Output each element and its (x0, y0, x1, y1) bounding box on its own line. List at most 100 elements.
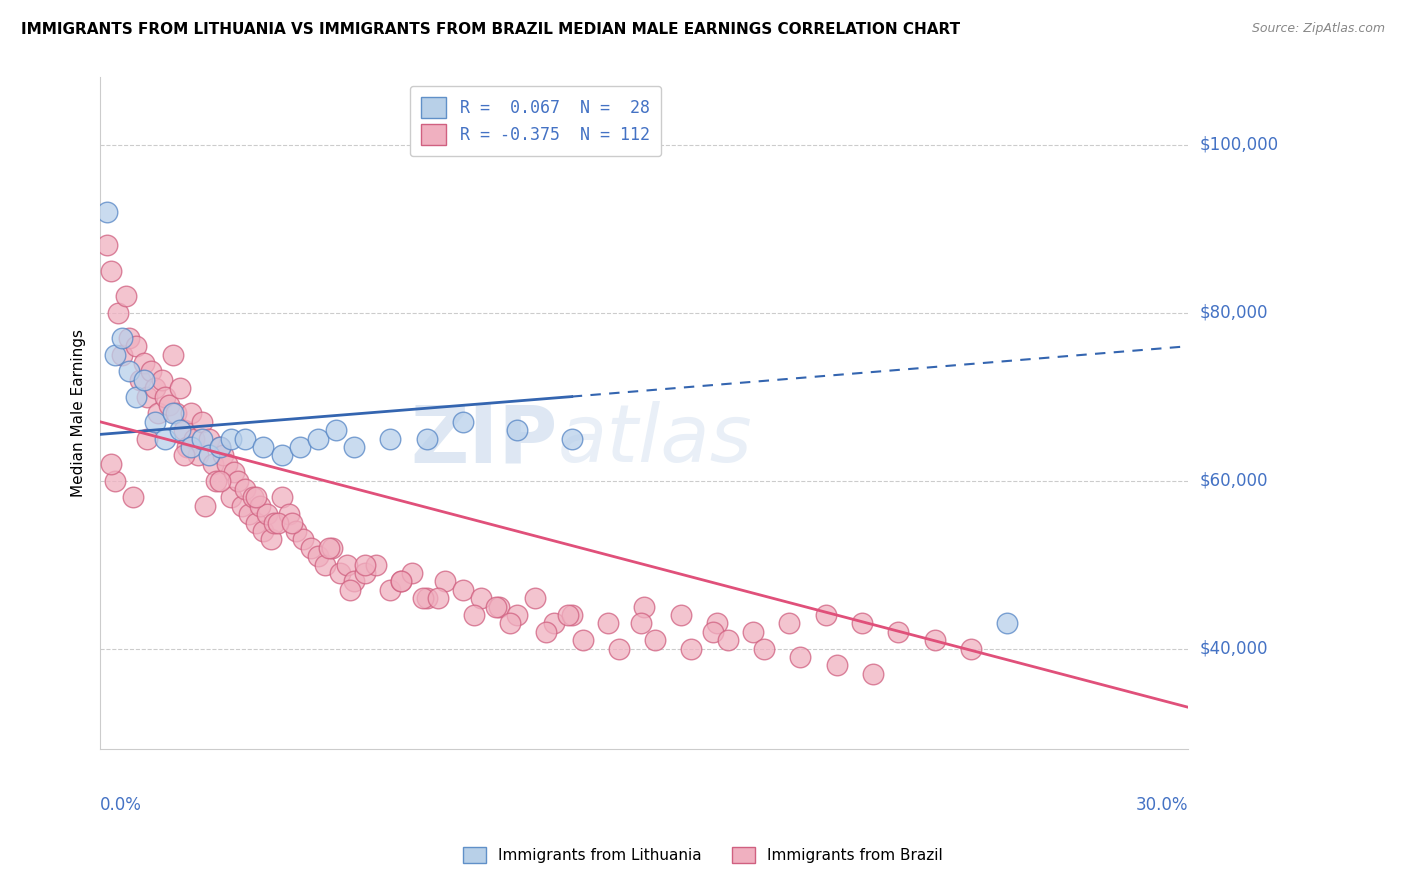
Legend: Immigrants from Lithuania, Immigrants from Brazil: Immigrants from Lithuania, Immigrants fr… (456, 839, 950, 871)
Point (198, 449, 221, 463)
Text: atlas: atlas (557, 401, 752, 479)
Point (169, 423, 191, 437)
Point (155, 432, 177, 446)
Point (959, 641, 981, 656)
Point (233, 482, 256, 496)
Point (148, 406, 170, 420)
Point (107, 305, 129, 319)
Point (401, 566, 423, 580)
Point (180, 440, 202, 454)
Point (669, 607, 692, 622)
Point (561, 607, 583, 622)
Point (180, 406, 202, 420)
Point (143, 381, 166, 395)
Point (233, 432, 256, 446)
Point (706, 616, 728, 631)
Point (259, 533, 281, 547)
Point (633, 599, 655, 614)
Point (100, 263, 122, 277)
Point (208, 440, 231, 454)
Point (814, 607, 837, 622)
Point (217, 457, 239, 471)
Point (825, 658, 848, 673)
Point (249, 499, 271, 513)
Point (607, 641, 630, 656)
Point (129, 373, 152, 387)
Point (702, 624, 724, 639)
Y-axis label: Median Male Earnings: Median Male Earnings (72, 329, 86, 498)
Point (463, 607, 485, 622)
Point (343, 574, 366, 589)
Point (173, 423, 195, 437)
Point (336, 558, 359, 572)
Point (380, 432, 402, 446)
Point (162, 348, 184, 362)
Point (104, 348, 127, 362)
Point (136, 390, 159, 404)
Point (208, 474, 231, 488)
Point (219, 491, 242, 505)
Text: ZIP: ZIP (411, 401, 557, 479)
Point (499, 616, 522, 631)
Point (318, 541, 340, 555)
Point (924, 633, 946, 648)
Point (426, 591, 449, 606)
Point (488, 599, 510, 614)
Point (484, 599, 506, 614)
Point (114, 289, 136, 303)
Point (96, 204, 118, 219)
Point (111, 331, 134, 345)
Point (190, 432, 212, 446)
Point (433, 574, 456, 589)
Point (288, 440, 311, 454)
Point (451, 415, 474, 429)
Point (100, 457, 122, 471)
Point (238, 507, 260, 521)
Point (208, 440, 231, 454)
Point (245, 516, 267, 530)
Point (111, 348, 134, 362)
Point (256, 507, 278, 521)
Point (263, 516, 285, 530)
Point (389, 574, 412, 589)
Point (995, 616, 1018, 631)
Point (118, 331, 141, 345)
Point (380, 582, 402, 597)
Point (245, 491, 267, 505)
Text: IMMIGRANTS FROM LITHUANIA VS IMMIGRANTS FROM BRAZIL MEDIAN MALE EARNINGS CORRELA: IMMIGRANTS FROM LITHUANIA VS IMMIGRANTS … (21, 22, 960, 37)
Point (165, 406, 187, 420)
Point (270, 491, 292, 505)
Point (150, 373, 173, 387)
Point (343, 440, 366, 454)
Point (242, 491, 264, 505)
Point (644, 633, 666, 648)
Point (139, 364, 162, 378)
Point (125, 390, 148, 404)
Point (143, 415, 166, 429)
Point (321, 541, 343, 555)
Point (339, 582, 361, 597)
Point (887, 624, 910, 639)
Point (307, 549, 329, 564)
Point (742, 624, 765, 639)
Point (219, 432, 242, 446)
Point (561, 432, 583, 446)
Point (104, 474, 127, 488)
Point (851, 616, 873, 631)
Point (187, 449, 209, 463)
Point (506, 607, 529, 622)
Point (630, 616, 652, 631)
Point (299, 541, 322, 555)
Point (205, 474, 228, 488)
Point (536, 624, 558, 639)
Point (451, 582, 474, 597)
Point (285, 524, 308, 538)
Point (118, 364, 141, 378)
Point (162, 406, 184, 420)
Point (524, 591, 547, 606)
Point (183, 432, 205, 446)
Point (267, 516, 290, 530)
Point (364, 558, 387, 572)
Point (252, 440, 274, 454)
Point (717, 633, 740, 648)
